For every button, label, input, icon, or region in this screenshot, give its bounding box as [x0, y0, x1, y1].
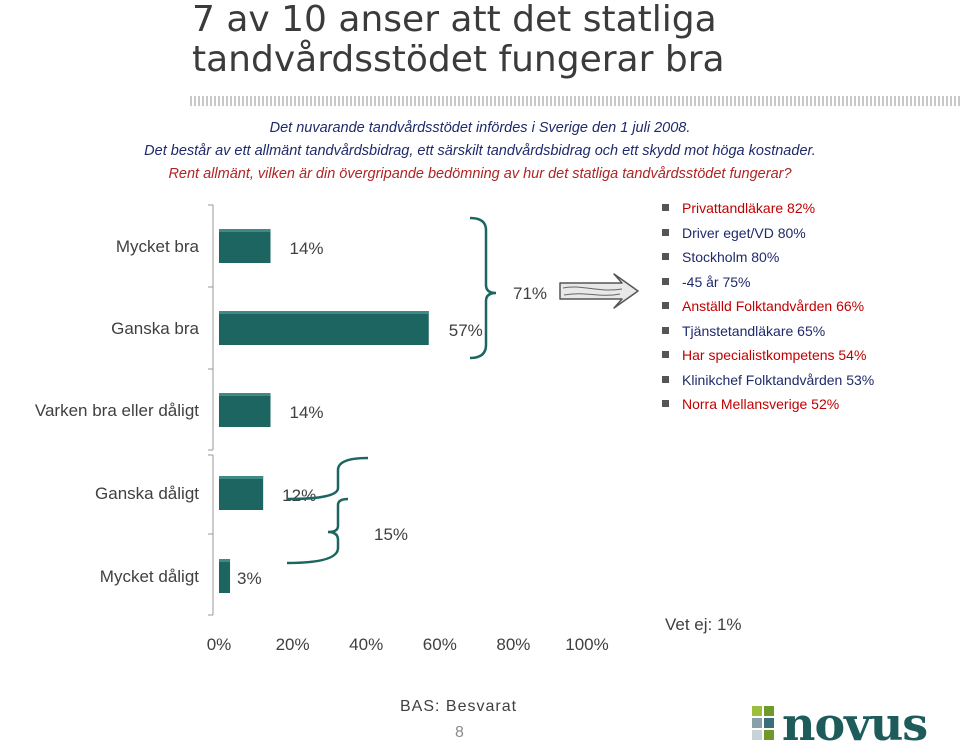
subgroup-item: Tjänstetandläkare 65%: [662, 319, 874, 344]
subgroup-item: Norra Mellansverige 52%: [662, 392, 874, 417]
group-label: 71%: [513, 284, 547, 303]
x-tick-label: 40%: [349, 635, 383, 654]
category-label: Mycket bra: [116, 237, 200, 256]
bar-chart: Mycket bra 14% Ganska bra 57% Varken bra ell…: [35, 204, 742, 654]
subgroup-label: Anställd Folktandvården 66%: [682, 298, 865, 314]
bar: [219, 229, 271, 263]
category-label: Ganska dåligt: [95, 484, 199, 503]
subgroup-label: Norra Mellansverige 52%: [682, 396, 840, 412]
bar-highlight: [219, 393, 271, 396]
title-line-2: tandvårdsstödet fungerar bra: [192, 39, 725, 80]
subgroup-item: -45 år 75%: [662, 270, 874, 295]
subgroup-item: Driver eget/VD 80%: [662, 221, 874, 246]
arrow-icon: [559, 273, 639, 309]
page-number: 8: [455, 724, 464, 741]
title-divider: [190, 96, 960, 106]
x-tick-label: 60%: [423, 635, 457, 654]
x-tick-label: 80%: [496, 635, 530, 654]
x-tick-label: 20%: [276, 635, 310, 654]
bullet-icon: [662, 204, 669, 211]
bar-highlight: [219, 559, 231, 562]
category-label: Mycket dåligt: [100, 567, 199, 586]
group-brace: [469, 216, 497, 360]
bar-value-label: 14%: [290, 403, 324, 422]
x-tick-label: 100%: [565, 635, 608, 654]
subgroup-label: Klinikchef Folktandvården 53%: [682, 371, 875, 388]
subgroup-label: Stockholm 80%: [682, 249, 780, 265]
bar-highlight: [219, 476, 264, 479]
bullet-icon: [662, 302, 669, 309]
bar: [219, 476, 264, 510]
bar-value-label: 57%: [449, 321, 483, 340]
bullet-icon: [662, 326, 669, 334]
bar: [219, 311, 429, 345]
bullet-icon: [662, 351, 669, 358]
category-label: Varken bra eller dåligt: [35, 401, 199, 420]
subgroup-item: Anställd Folktandvården 66%: [662, 294, 874, 319]
bullet-icon: [662, 277, 669, 285]
info-line-1: Det nuvarande tandvårdsstödet infördes i…: [269, 120, 691, 136]
bullet-icon: [662, 253, 669, 260]
subgroup-label: Tjänstetandläkare 65%: [682, 322, 826, 339]
category-label: Ganska bra: [111, 319, 199, 338]
svg-text:novus: novus: [782, 700, 927, 744]
subgroup-item: Har specialistkompetens 54%: [662, 343, 874, 368]
group-brace: [286, 497, 349, 565]
bar: [219, 393, 271, 427]
subgroup-item: Privattandläkare 82%: [662, 196, 874, 221]
bar-highlight: [219, 311, 429, 314]
title-line-1: 7 av 10 anser att det statliga: [192, 0, 717, 40]
bar-value-label: 12%: [282, 486, 316, 505]
bullet-icon: [662, 400, 669, 407]
bar-value-label: 3%: [237, 569, 262, 588]
survey-question: Rent allmänt, vilken är din övergripande…: [168, 166, 792, 182]
bar-value-label: 14%: [290, 239, 324, 258]
base-note: BAS: Besvarat: [400, 698, 518, 715]
bar: [219, 559, 231, 593]
novus-logo: novus: [752, 700, 928, 744]
subgroup-label: Privattandläkare 82%: [682, 200, 816, 216]
x-tick-label: 0%: [207, 635, 232, 654]
subgroup-item: Stockholm 80%: [662, 245, 874, 270]
page-title: 7 av 10 anser att det statliga tandvårds…: [192, 0, 892, 80]
subgroup-list: Privattandläkare 82% Driver eget/VD 80% …: [662, 196, 874, 417]
group-brace: [287, 456, 369, 501]
bullet-icon: [662, 228, 669, 236]
bullet-icon: [662, 375, 669, 383]
bar-highlight: [219, 229, 271, 232]
subgroup-item: Klinikchef Folktandvården 53%: [662, 368, 874, 393]
subgroup-label: -45 år 75%: [682, 273, 751, 290]
info-line-2: Det består av ett allmänt tandvårdsbidra…: [144, 143, 816, 159]
subgroup-label: Har specialistkompetens 54%: [682, 347, 867, 363]
dont-know-note: Vet ej: 1%: [665, 615, 742, 634]
subgroup-label: Driver eget/VD 80%: [682, 224, 806, 241]
arrow-scribble: [562, 286, 623, 296]
group-label: 15%: [374, 525, 408, 544]
logo-squares-icon: [752, 706, 774, 740]
